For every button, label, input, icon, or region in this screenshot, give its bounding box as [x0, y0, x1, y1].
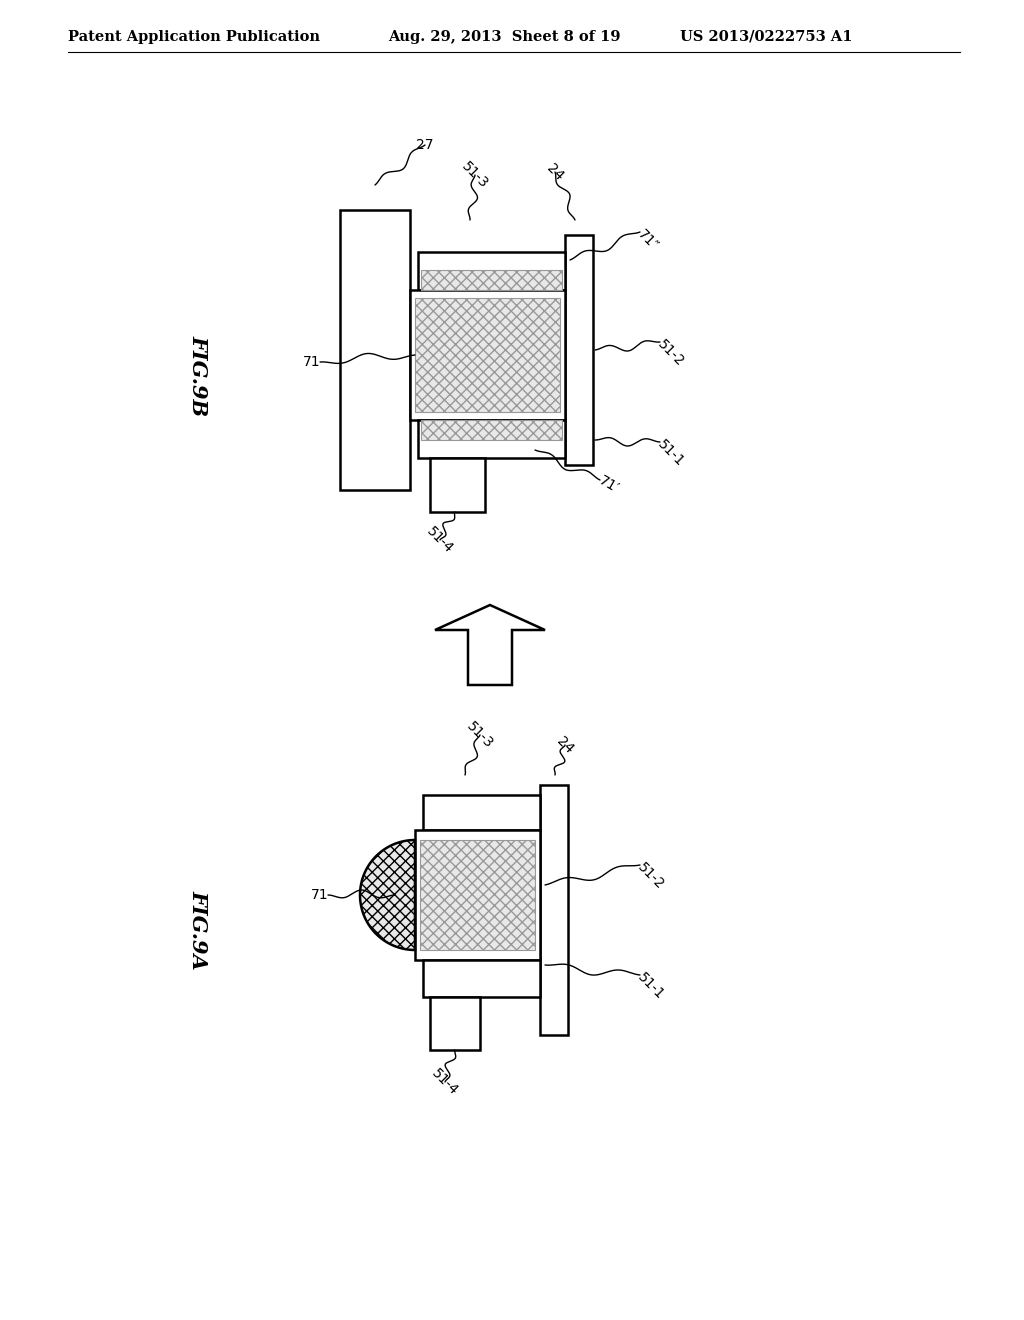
Text: 51-2: 51-2 [635, 861, 667, 892]
Text: 24: 24 [544, 161, 566, 183]
Bar [340, 210, 410, 490]
Bar [410, 290, 565, 420]
Text: 71′: 71′ [597, 474, 622, 496]
Text: 51-1: 51-1 [655, 437, 687, 469]
Bar [420, 840, 535, 950]
Text: 51-3: 51-3 [464, 719, 496, 751]
Polygon shape [435, 605, 545, 685]
Text: 51-4: 51-4 [424, 524, 456, 556]
Text: FIG.9B: FIG.9B [188, 335, 208, 416]
Text: 71″: 71″ [635, 227, 662, 253]
Text: Aug. 29, 2013  Sheet 8 of 19: Aug. 29, 2013 Sheet 8 of 19 [388, 30, 621, 44]
Bar [430, 458, 485, 512]
Polygon shape [360, 840, 415, 950]
Bar [421, 420, 562, 440]
Text: 51-2: 51-2 [655, 337, 687, 370]
Text: 27: 27 [416, 139, 434, 152]
Bar [421, 271, 562, 290]
Bar [415, 830, 540, 960]
Bar [415, 298, 560, 412]
Bar [565, 235, 593, 465]
Text: Patent Application Publication: Patent Application Publication [68, 30, 319, 44]
Text: US 2013/0222753 A1: US 2013/0222753 A1 [680, 30, 853, 44]
Text: 71: 71 [310, 888, 328, 902]
Text: 24: 24 [554, 734, 577, 756]
Bar [430, 997, 480, 1049]
Text: 51-1: 51-1 [635, 970, 667, 1002]
Bar [418, 252, 565, 290]
Bar [540, 785, 568, 1035]
Text: FIG.9A: FIG.9A [188, 890, 208, 970]
Bar [418, 420, 565, 458]
Bar [423, 795, 540, 830]
Text: 71: 71 [302, 355, 319, 370]
Text: 51-3: 51-3 [459, 158, 490, 191]
Bar [423, 960, 540, 997]
Text: 51-4: 51-4 [429, 1067, 461, 1098]
